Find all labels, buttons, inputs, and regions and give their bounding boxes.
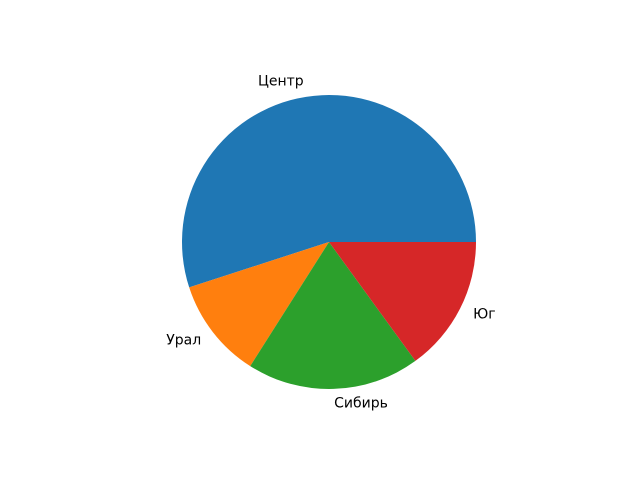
pie-slice-label-1: Центр <box>258 73 304 90</box>
pie-slice-1 <box>182 95 476 288</box>
pie-slice-label-4: Юг <box>473 306 496 323</box>
pie-slice-label-2: Урал <box>166 332 202 349</box>
pie-slice-2 <box>189 242 329 367</box>
pie-slice-3 <box>250 242 416 390</box>
pie-slice-label-3: Сибирь <box>334 395 388 412</box>
pie-slice-4 <box>329 242 476 361</box>
